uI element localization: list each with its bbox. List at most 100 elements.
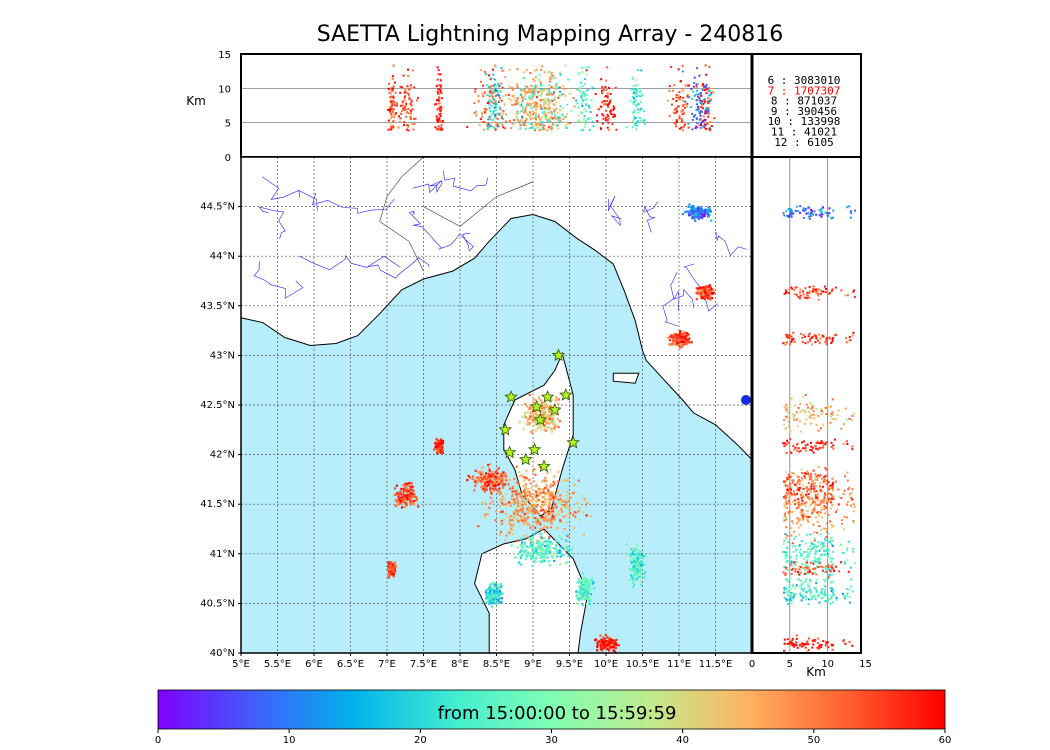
top-source-point: [516, 85, 519, 88]
top-source-point: [490, 105, 493, 108]
top-source-point: [403, 96, 406, 99]
top-source-point: [520, 118, 523, 121]
top-source-point: [609, 93, 612, 95]
map-source-point: [541, 537, 544, 540]
top-source-point: [534, 104, 537, 107]
top-source-point: [639, 119, 642, 122]
top-source-point: [550, 85, 553, 88]
right-source-point: [827, 567, 830, 570]
map-source-point: [494, 470, 497, 473]
right-source-point: [790, 597, 793, 600]
map-source-point: [559, 501, 562, 504]
top-source-point: [548, 88, 551, 91]
right-source-point: [816, 478, 819, 481]
right-source-point: [793, 593, 796, 596]
map-source-point: [523, 411, 527, 415]
right-source-point: [787, 336, 790, 339]
map-source-point: [574, 511, 577, 514]
top-source-point: [636, 116, 639, 119]
map-source-point: [550, 497, 553, 500]
right-source-point: [791, 542, 794, 545]
right-source-point: [788, 425, 791, 428]
right-source-point: [808, 286, 811, 288]
top-source-point: [702, 83, 705, 86]
top-source-point: [535, 101, 538, 104]
right-source-point: [811, 479, 814, 482]
map-source-point: [632, 581, 635, 584]
map-source-point: [508, 522, 511, 525]
map-source-point: [596, 646, 599, 649]
map-source-point: [520, 536, 523, 539]
right-source-point: [817, 493, 820, 496]
right-source-point: [831, 487, 834, 489]
right-source-point: [819, 427, 822, 430]
top-source-point: [493, 125, 496, 128]
right-source-point: [830, 580, 833, 583]
map-source-point: [695, 291, 698, 294]
right-source-point: [853, 505, 856, 508]
map-source-point: [534, 429, 537, 432]
top-source-point: [548, 127, 551, 130]
map-source-point: [502, 478, 505, 481]
top-source-point: [410, 86, 413, 89]
map-source-point: [492, 489, 496, 492]
right-source-point: [812, 568, 815, 570]
map-source-point: [489, 491, 493, 494]
right-source-point: [790, 561, 793, 564]
top-source-point: [543, 98, 546, 100]
right-source-point: [811, 336, 814, 339]
map-source-point: [549, 498, 552, 501]
top-source-point: [528, 89, 531, 91]
map-source-point: [567, 511, 570, 514]
map-source-point: [528, 553, 531, 556]
map-source-point: [537, 542, 540, 545]
map-source-point: [600, 643, 603, 646]
right-source-point: [799, 585, 802, 588]
map-source-point: [531, 409, 534, 412]
top-source-point: [528, 96, 531, 99]
top-source-point: [548, 111, 550, 114]
right-source-point: [802, 209, 804, 212]
right-source-point: [803, 475, 806, 478]
top-source-point: [439, 109, 442, 111]
top-source-point: [700, 103, 703, 105]
map-source-point: [525, 555, 528, 558]
right-source-point: [819, 511, 822, 514]
top-source-point: [695, 103, 698, 106]
top-source-point: [564, 94, 567, 97]
top-source-point: [592, 87, 595, 90]
map-source-point: [605, 644, 608, 647]
map-source-point: [546, 405, 549, 408]
map-source-point: [550, 517, 553, 520]
map-source-point: [539, 422, 542, 426]
right-source-point: [848, 596, 851, 599]
map-source-point: [495, 474, 498, 477]
right-source-point: [803, 440, 806, 443]
top-source-point: [398, 120, 401, 123]
map-source-point: [577, 589, 580, 593]
map-xtick-label: 10.5°E: [626, 659, 660, 670]
right-source-point: [805, 493, 808, 496]
right-source-point: [785, 336, 788, 338]
right-source-point: [834, 418, 837, 421]
map-source-point: [557, 426, 560, 429]
map-source-point: [531, 504, 534, 507]
map-source-point: [703, 211, 706, 214]
top-source-point: [402, 124, 405, 127]
right-source-point: [827, 498, 830, 500]
right-source-point: [846, 206, 849, 209]
map-source-point: [702, 286, 705, 289]
map-source-point: [560, 508, 563, 511]
map-source-point: [524, 487, 527, 490]
map-source-point: [568, 511, 571, 514]
right-source-point: [825, 564, 828, 567]
legend-entry: 9 : 390456: [771, 105, 837, 118]
top-source-point: [395, 102, 398, 105]
top-source-point: [707, 97, 710, 100]
top-source-point: [605, 79, 608, 82]
right-source-point: [819, 482, 822, 485]
top-source-point: [696, 82, 699, 85]
top-source-point: [495, 105, 498, 108]
map-source-point: [502, 503, 505, 506]
top-source-point: [391, 115, 394, 118]
